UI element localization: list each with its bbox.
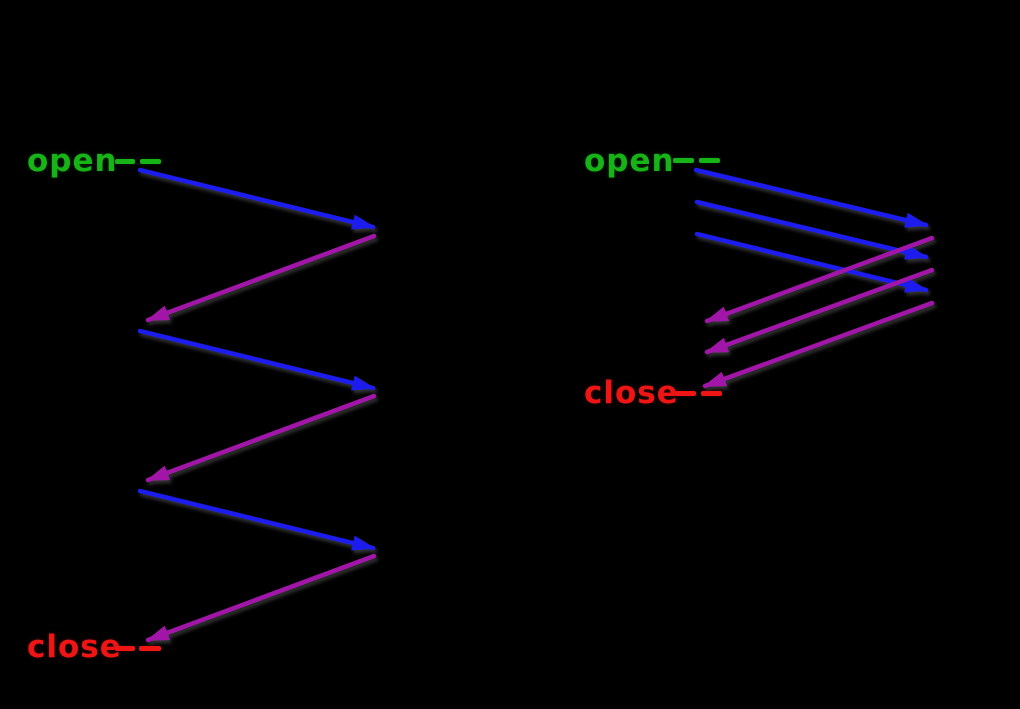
right-open-dash bbox=[673, 158, 694, 163]
left-open-dash bbox=[115, 159, 135, 164]
left-close-dash bbox=[139, 646, 161, 651]
left-close-dash bbox=[115, 646, 135, 651]
right-request-arrow bbox=[693, 167, 929, 228]
left-request-arrow bbox=[137, 167, 376, 230]
left-response-arrow bbox=[145, 393, 377, 483]
left-close-label: close bbox=[27, 629, 122, 665]
left-open-label: open bbox=[27, 143, 118, 179]
right-open-label: open bbox=[584, 143, 675, 179]
left-request-arrow bbox=[137, 328, 376, 391]
right-response-arrow bbox=[704, 267, 935, 355]
right-response-arrow bbox=[702, 300, 935, 389]
right-open-dash bbox=[699, 158, 720, 163]
right-close-dash bbox=[675, 391, 696, 396]
right-response-arrow bbox=[704, 235, 935, 324]
right-request-arrow bbox=[694, 199, 929, 260]
left-open-dash bbox=[140, 159, 161, 164]
left-request-arrow bbox=[137, 488, 376, 551]
left-response-arrow bbox=[145, 553, 377, 643]
right-close-label: close bbox=[584, 375, 679, 411]
right-close-dash bbox=[701, 391, 722, 396]
right-request-arrow bbox=[694, 231, 929, 293]
left-response-arrow bbox=[145, 233, 377, 323]
